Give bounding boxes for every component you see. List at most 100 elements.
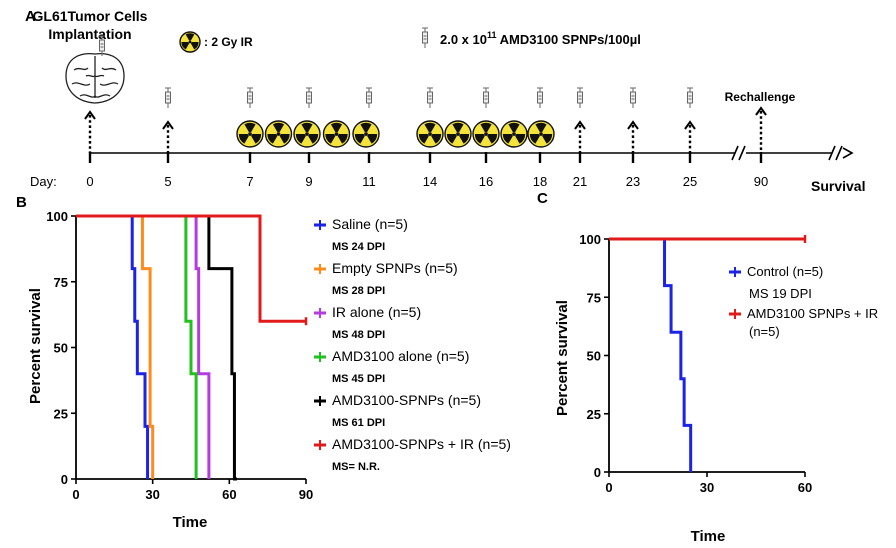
y-tick-label: 25: [587, 407, 601, 422]
survival-curve: [76, 214, 237, 481]
syringe-icon: [577, 87, 583, 108]
rechallenge-label: Rechallenge: [725, 90, 796, 104]
radiation-icon: [236, 120, 264, 148]
legend-label: AMD3100-SPNPs (n=5): [332, 392, 481, 408]
syringe-icon: [247, 87, 253, 108]
legend-label: Empty SPNPs (n=5): [332, 260, 458, 276]
chart-c-legend: Control (n=5) MS 19 DPI AMD3100 SPNPs + IR…: [729, 264, 878, 339]
y-tick-label: 75: [587, 290, 601, 305]
syringe-icon: [427, 87, 433, 108]
ir-legend-icon: [179, 31, 201, 53]
chart-c-ylabel: Percent survival: [554, 300, 571, 416]
legend-label-line2: (n=5): [749, 324, 780, 339]
legend-label: AMD3100 SPNPs + IR: [747, 306, 878, 321]
survival-label: Survival: [811, 178, 865, 194]
y-tick-label: 75: [54, 275, 68, 290]
legend-median-survival: MS 24 DPI: [332, 241, 385, 253]
radiation-icon: [293, 120, 321, 148]
y-tick-label: 0: [594, 465, 601, 480]
radiation-icon: [352, 120, 380, 148]
x-tick-label: 30: [145, 487, 159, 502]
x-tick-label: 0: [605, 480, 612, 495]
brain-icon: [65, 52, 125, 104]
radiation-icon: [264, 120, 293, 148]
syringe-icon: [99, 35, 105, 56]
timeline-day-label: 23: [626, 174, 640, 189]
syringe-icon: [687, 87, 693, 108]
survival-curve: [76, 214, 150, 479]
day-label: Day:: [30, 174, 57, 189]
survival-curve: [76, 214, 155, 479]
implantation-arrow: [84, 110, 96, 153]
legend-label: IR alone (n=5): [332, 304, 421, 320]
chart-c: 0 25 50 75 100 0 30 60: [579, 232, 812, 495]
radiation-icon: [322, 120, 351, 148]
syringe-icon: [422, 27, 428, 48]
ir-legend-text: : 2 Gy IR: [204, 35, 253, 49]
chart-b: 0 25 50 75 100 0 30 60 90: [46, 209, 313, 502]
panel-a: A GL61Tumor Cells Implantation : 2 Gy IR…: [25, 8, 865, 194]
y-tick-label: 0: [61, 472, 68, 487]
legend-label: AMD3100-SPNPs + IR (n=5): [332, 436, 511, 452]
legend-median-survival: MS 48 DPI: [332, 329, 385, 341]
x-tick-label: 60: [798, 480, 812, 495]
y-tick-label: 100: [579, 232, 601, 247]
syringe-legend-icon: [422, 27, 428, 48]
legend-label: Saline (n=5): [332, 216, 408, 232]
legend-median-survival: MS 45 DPI: [332, 373, 385, 385]
x-tick-label: 0: [72, 487, 79, 502]
chart-b-xlabel: Time: [173, 514, 208, 531]
syringe-icon: [537, 87, 543, 108]
x-tick-label: 30: [700, 480, 714, 495]
timeline-day-label: 7: [246, 174, 253, 189]
panel-c-label: C: [537, 190, 548, 207]
y-tick-label: 25: [54, 406, 68, 421]
survival-curve: [609, 237, 693, 472]
timeline-arrowhead: [842, 147, 854, 159]
timeline-day-label: 0: [86, 174, 93, 189]
timeline-day-label: 25: [683, 174, 697, 189]
panel-b-label: B: [16, 194, 27, 211]
x-tick-label: 90: [299, 487, 313, 502]
chart-b-ylabel: Percent survival: [27, 288, 44, 404]
syringe-icon: [483, 87, 489, 108]
y-tick-label: 100: [46, 209, 68, 224]
timeline-day-label: 16: [479, 174, 493, 189]
y-tick-label: 50: [54, 341, 68, 356]
legend-label: AMD3100 alone (n=5): [332, 348, 469, 364]
syringe-icon: [630, 87, 636, 108]
timeline-day-label: 90: [754, 174, 768, 189]
timeline-day-label: 9: [305, 174, 312, 189]
axis-break-1: [731, 145, 746, 161]
legend-median-survival: MS 19 DPI: [749, 286, 812, 301]
radiation-legend-icon: [179, 31, 201, 53]
injection-legend-text: 2.0 x 1011 AMD3100 SPNPs/100µl: [440, 30, 641, 47]
legend-label: Control (n=5): [747, 264, 823, 279]
timeline-day-label: 18: [533, 174, 547, 189]
radiation-icon: [527, 120, 555, 148]
radiation-icon: [416, 120, 444, 148]
survival-curve: [76, 214, 306, 323]
injection-arrow: [162, 120, 174, 153]
implantation-label-2: Implantation: [48, 26, 131, 42]
timeline-day-label: 5: [164, 174, 171, 189]
syringe-icon: [306, 87, 312, 108]
legend-median-survival: MS 61 DPI: [332, 417, 385, 429]
chart-c-xlabel: Time: [691, 528, 726, 545]
injection-legend-exp: 11: [487, 30, 497, 40]
radiation-icon: [444, 120, 472, 148]
syringe-icon: [165, 87, 171, 108]
timeline-day-label: 11: [362, 174, 376, 189]
timeline-day-label: 21: [573, 174, 587, 189]
injection-arrow: [574, 120, 586, 153]
timeline-day-label: 14: [423, 174, 437, 189]
panel-b: B 0 25 50 75 100 0 30 60 90 Percent survival Tim…: [16, 194, 511, 531]
injection-arrow: [684, 120, 696, 153]
legend-median-survival: MS= N.R.: [332, 461, 380, 473]
radiation-icon: [472, 120, 500, 148]
injection-legend-prefix: 2.0 x 10: [440, 32, 487, 47]
x-tick-label: 60: [222, 487, 236, 502]
axis-break-2: [828, 145, 843, 161]
